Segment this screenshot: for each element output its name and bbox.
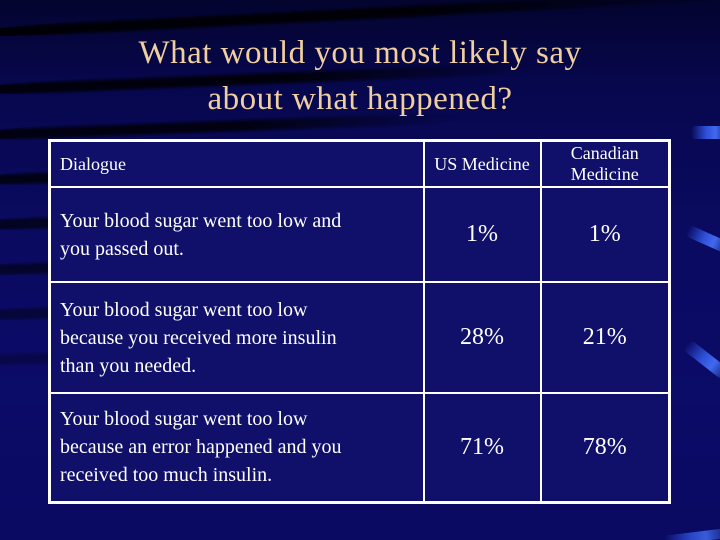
- table-row: Your blood sugar went too low because an…: [48, 392, 671, 503]
- slide-title-line1: What would you most likely say: [138, 35, 582, 71]
- canadian-medicine-value: 21%: [539, 281, 671, 394]
- canadian-medicine-value: 1%: [539, 186, 671, 283]
- table-header-row: Dialogue US Medicine Canadian Medicine: [48, 139, 671, 188]
- table-row: Your blood sugar went too low because yo…: [48, 281, 671, 394]
- results-table: Dialogue US Medicine Canadian Medicine Y…: [48, 139, 671, 504]
- canadian-medicine-value: 78%: [539, 392, 671, 503]
- swoosh-ribbon: [663, 528, 720, 540]
- dialogue-cell: Your blood sugar went too low and you pa…: [48, 186, 425, 283]
- swoosh-ribbon: [691, 126, 720, 139]
- slide-title: What would you most likely say about wha…: [0, 30, 720, 122]
- swoosh-ribbon: [683, 339, 720, 380]
- us-medicine-value: 1%: [422, 186, 542, 283]
- column-header-dialogue: Dialogue: [48, 139, 425, 188]
- column-header-us-medicine: US Medicine: [422, 139, 542, 188]
- slide-title-line2: about what happened?: [207, 81, 513, 117]
- column-header-canadian-medicine: Canadian Medicine: [539, 139, 671, 188]
- swoosh-ribbon: [685, 224, 720, 254]
- table-row: Your blood sugar went too low and you pa…: [48, 186, 671, 283]
- us-medicine-value: 71%: [422, 392, 542, 503]
- dialogue-cell: Your blood sugar went too low because an…: [48, 392, 425, 503]
- dialogue-cell: Your blood sugar went too low because yo…: [48, 281, 425, 394]
- us-medicine-value: 28%: [422, 281, 542, 394]
